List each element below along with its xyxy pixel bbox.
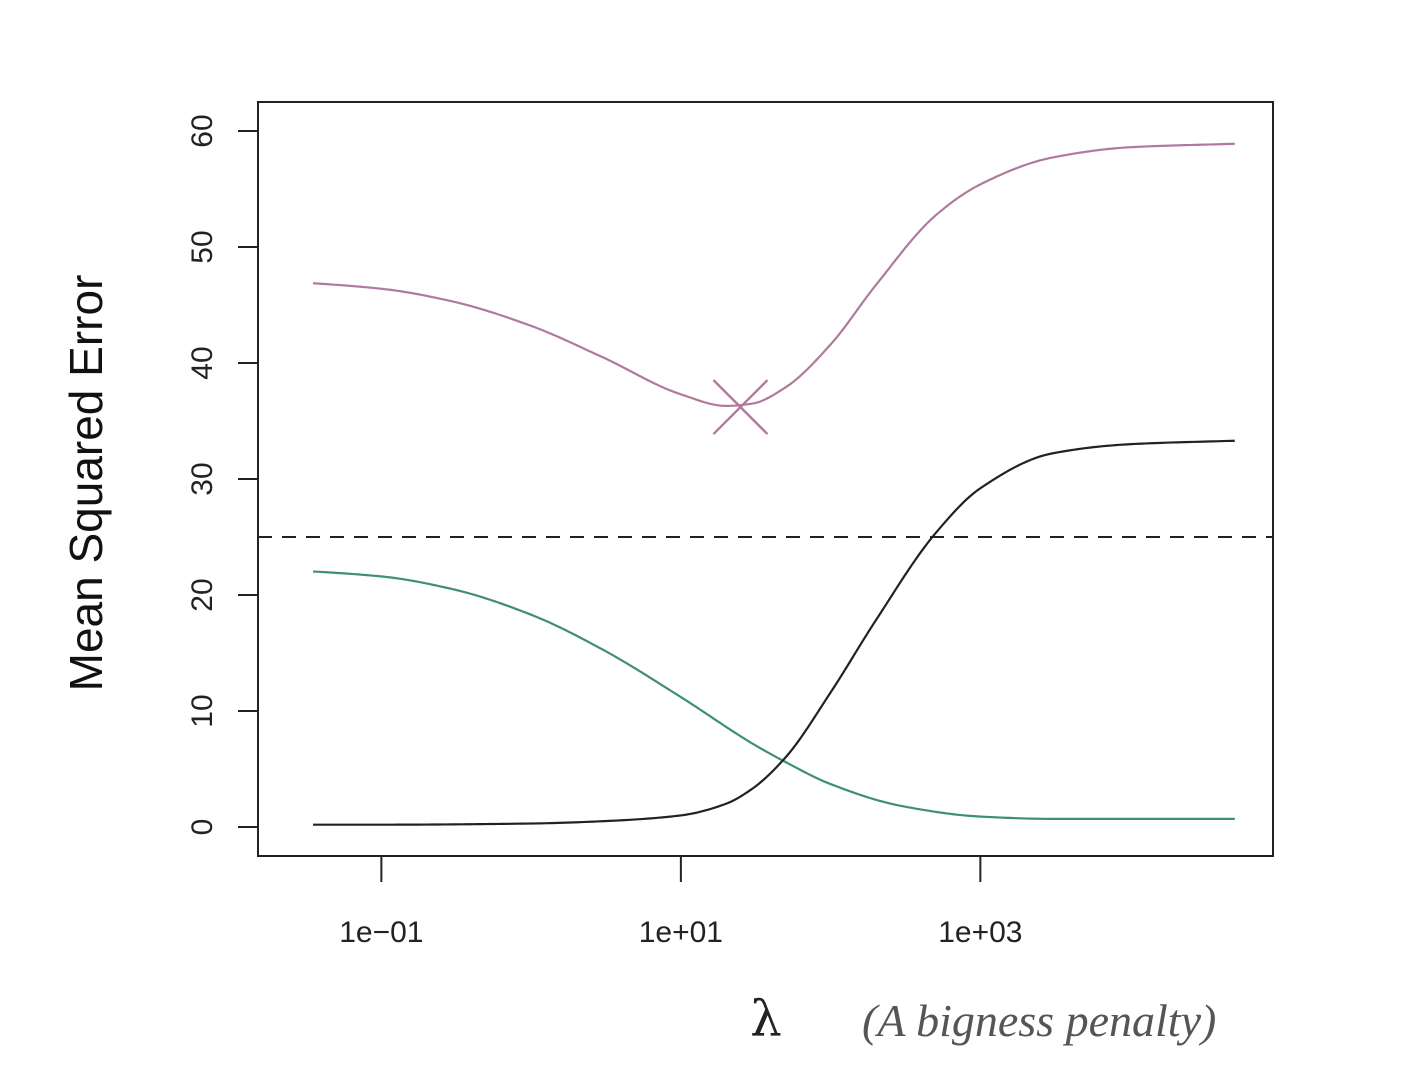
series-line-3 <box>313 439 1235 826</box>
series-line-2 <box>313 570 1235 820</box>
y-axis-title: Mean Squared Error <box>60 275 112 692</box>
y-tick-label: 50 <box>186 230 219 263</box>
x-tick-label: 1e+01 <box>639 916 723 949</box>
minimum-marker-stroke-2 <box>712 379 769 435</box>
marker-layer <box>712 379 769 435</box>
y-tick-label: 30 <box>186 462 219 495</box>
y-tick-label: 40 <box>186 346 219 379</box>
plot-frame <box>257 101 1274 857</box>
y-tick-label: 10 <box>186 694 219 727</box>
y-tick-label: 0 <box>186 819 219 836</box>
x-tick-label: 1e−01 <box>339 916 423 949</box>
series-line-1 <box>313 142 1235 408</box>
y-tick-label: 60 <box>186 114 219 147</box>
axes-layer: 0 10 20 30 40 50 60 1e−01 1e+01 1e+03 <box>186 114 1022 949</box>
x-axis-title: λ <box>750 990 782 1048</box>
curves-layer <box>313 142 1235 826</box>
y-tick-label: 20 <box>186 578 219 611</box>
x-axis-annotation: (A bigness penalty) <box>862 995 1216 1046</box>
x-tick-label: 1e+03 <box>938 916 1022 949</box>
